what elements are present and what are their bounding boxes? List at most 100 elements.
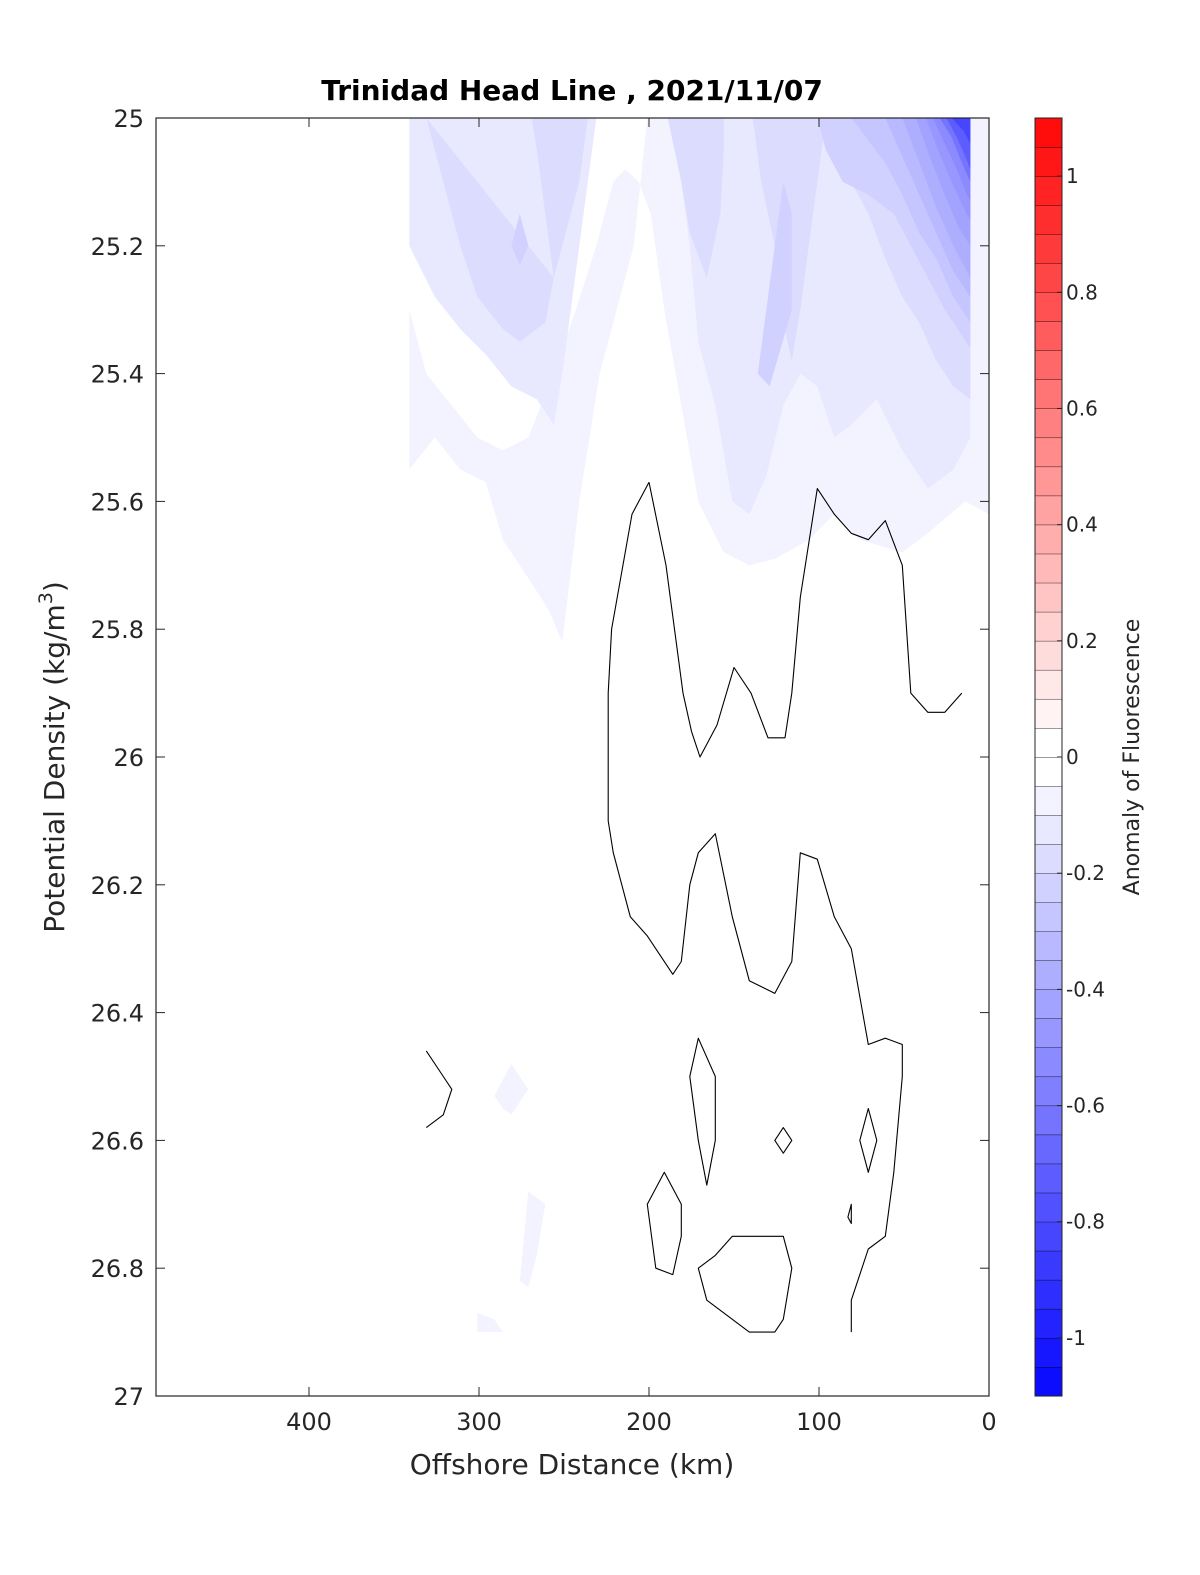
y-tick-label: 25.4 bbox=[91, 361, 144, 389]
colorbar-tick-label: 0.2 bbox=[1066, 629, 1098, 653]
filled-contours bbox=[409, 118, 989, 1333]
zero-contour-line bbox=[607, 481, 903, 1333]
colorbar-tick-label: 0 bbox=[1066, 745, 1079, 769]
colorbar-ticks: -1 -0.8 -0.6 -0.4 -0.2 0 0.2 0.4 0.6 0.8 1 bbox=[1057, 164, 1105, 1350]
y-tick-label: 25.6 bbox=[91, 488, 144, 516]
colorbar-band bbox=[1034, 814, 1063, 845]
zero-contour-line bbox=[774, 1127, 793, 1154]
colorbar-tick-label: -0.6 bbox=[1066, 1094, 1105, 1118]
y-axis-label-tail: ) bbox=[38, 581, 71, 592]
filled-contour-region bbox=[494, 1063, 529, 1115]
plot-frame bbox=[155, 117, 990, 1397]
colorbar-band bbox=[1034, 1076, 1063, 1107]
colorbar-band bbox=[1034, 698, 1063, 729]
colorbar-band bbox=[1034, 1134, 1063, 1165]
x-axis-label: Offshore Distance (km) bbox=[410, 1448, 735, 1481]
colorbar-band bbox=[1034, 960, 1063, 990]
colorbar-band bbox=[1034, 495, 1063, 526]
colorbar-tick-label: -0.4 bbox=[1066, 977, 1105, 1001]
y-tick-label: 27 bbox=[113, 1383, 144, 1411]
colorbar-band bbox=[1034, 640, 1063, 671]
x-tick-label: 300 bbox=[456, 1408, 502, 1436]
x-tick-labels: 400 300 200 100 0 bbox=[286, 1408, 997, 1436]
colorbar-band bbox=[1034, 292, 1063, 322]
y-tick-label: 26.2 bbox=[91, 872, 144, 900]
colorbar-band bbox=[1034, 321, 1063, 351]
colorbar: -1 -0.8 -0.6 -0.4 -0.2 0 0.2 0.4 0.6 0.8 1 bbox=[1034, 117, 1105, 1397]
colorbar-band bbox=[1034, 843, 1063, 874]
colorbar-band bbox=[1034, 931, 1063, 961]
filled-contour-region bbox=[511, 213, 529, 265]
zero-contour-line bbox=[648, 482, 963, 758]
colorbar-band bbox=[1034, 582, 1063, 613]
colorbar-band bbox=[1034, 1221, 1063, 1252]
colorbar-band bbox=[1034, 1308, 1063, 1339]
zero-contour-line bbox=[689, 1037, 716, 1186]
colorbar-band bbox=[1034, 524, 1063, 555]
colorbar-band bbox=[1034, 437, 1063, 468]
colorbar-band bbox=[1034, 466, 1063, 497]
colorbar-band bbox=[1034, 1163, 1063, 1194]
colorbar-tick-label: 0.4 bbox=[1066, 513, 1098, 537]
y-tick-label: 25.2 bbox=[91, 233, 144, 261]
filled-contour-region bbox=[667, 118, 724, 278]
colorbar-band bbox=[1034, 553, 1063, 584]
y-axis-label-superscript: 3 bbox=[35, 592, 57, 604]
colorbar-band bbox=[1034, 1250, 1063, 1281]
colorbar-band bbox=[1034, 989, 1063, 1019]
colorbar-band bbox=[1034, 408, 1063, 439]
x-tick-label: 200 bbox=[626, 1408, 672, 1436]
zero-contour-line bbox=[697, 1235, 793, 1333]
colorbar-band bbox=[1034, 611, 1063, 642]
colorbar-tick-label: -1 bbox=[1066, 1326, 1086, 1350]
zero-contour-line bbox=[859, 1107, 878, 1173]
colorbar-tick-label: 0.8 bbox=[1066, 280, 1098, 304]
colorbar-band bbox=[1034, 1047, 1063, 1078]
y-tick-label: 26.8 bbox=[91, 1255, 144, 1283]
colorbar-band bbox=[1034, 901, 1063, 932]
colorbar-band bbox=[1034, 204, 1063, 235]
chart-title: Trinidad Head Line , 2021/11/07 bbox=[321, 74, 823, 107]
colorbar-band bbox=[1034, 872, 1063, 903]
colorbar-band bbox=[1034, 117, 1063, 148]
x-tick-label: 400 bbox=[286, 1408, 332, 1436]
colorbar-band bbox=[1034, 669, 1063, 700]
colorbar-band bbox=[1034, 1279, 1063, 1310]
x-tick-label: 100 bbox=[796, 1408, 842, 1436]
colorbar-band bbox=[1034, 175, 1063, 206]
zero-contour-line bbox=[847, 1203, 852, 1225]
colorbar-tick-label: -0.2 bbox=[1066, 861, 1105, 885]
y-axis-label: Potential Density (kg/m3) bbox=[35, 581, 71, 933]
y-tick-labels: 25 25.2 25.4 25.6 25.8 26 26.2 26.4 26.6 26.8 27 bbox=[91, 105, 144, 1411]
filled-contour-region bbox=[951, 118, 971, 144]
colorbar-tick-label: -0.8 bbox=[1066, 1210, 1105, 1234]
colorbar-band bbox=[1034, 379, 1063, 410]
filled-contour-region bbox=[757, 181, 792, 387]
colorbar-band bbox=[1034, 262, 1063, 293]
filled-contour-region bbox=[477, 1312, 503, 1333]
x-tick-label: 0 bbox=[981, 1408, 996, 1436]
colorbar-label: Anomaly of Fluorescence bbox=[1120, 619, 1145, 896]
colorbar-band bbox=[1034, 727, 1063, 758]
colorbar-band bbox=[1034, 1337, 1063, 1368]
colorbar-bands bbox=[1034, 117, 1063, 1397]
colorbar-band bbox=[1034, 146, 1063, 177]
colorbar-band bbox=[1034, 756, 1063, 787]
y-tick-label: 26 bbox=[113, 744, 144, 772]
y-tick-label: 25.8 bbox=[91, 616, 144, 644]
colorbar-tick-label: 0.6 bbox=[1066, 396, 1098, 420]
y-tick-label: 25 bbox=[113, 105, 144, 133]
colorbar-band bbox=[1034, 233, 1063, 264]
colorbar-band bbox=[1034, 1366, 1063, 1397]
colorbar-band bbox=[1034, 1018, 1063, 1049]
filled-contour-region bbox=[426, 118, 588, 342]
y-axis-label-main: Potential Density (kg/m bbox=[38, 604, 71, 933]
plot-area: 400 300 200 100 0 25 25.2 25.4 25.6 25.8 26 26.2 26… bbox=[91, 105, 997, 1436]
colorbar-band bbox=[1034, 350, 1063, 380]
colorbar-band bbox=[1034, 1105, 1063, 1136]
colorbar-band bbox=[1034, 1192, 1063, 1223]
colorbar-tick-label: 1 bbox=[1066, 164, 1079, 188]
y-tick-label: 26.4 bbox=[91, 1000, 144, 1028]
zero-contour-line bbox=[646, 1171, 682, 1276]
